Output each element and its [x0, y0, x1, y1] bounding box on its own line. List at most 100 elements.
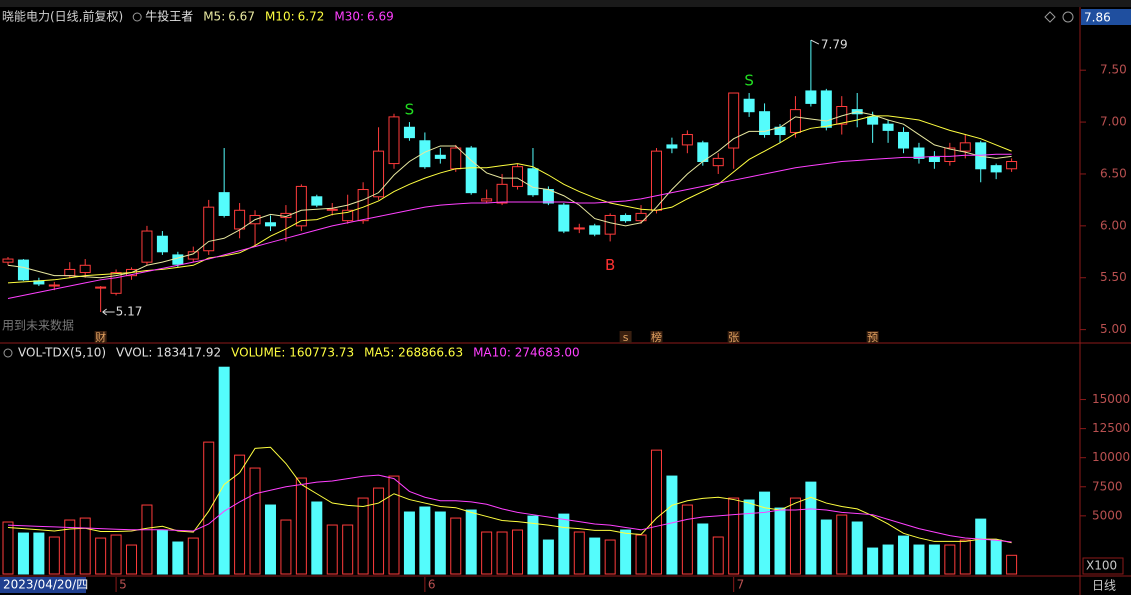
candle-body: [295, 185, 307, 227]
candle-body: [836, 106, 848, 125]
candle-body: [975, 142, 987, 170]
candle-body: [465, 147, 477, 194]
candle-body: [110, 272, 122, 294]
volume-bar: [264, 504, 276, 575]
candle-body: [759, 111, 771, 136]
volume-bar: [573, 531, 585, 575]
volume-bar: [234, 454, 246, 575]
candle-body: [944, 147, 956, 163]
candle-body: [620, 214, 632, 222]
icon[interactable]: [1062, 11, 1074, 23]
candle-body: [789, 109, 801, 133]
candle-body: [589, 225, 601, 235]
candle-body: [403, 126, 415, 139]
ma-line: [7, 474, 1012, 543]
volume-bar: [820, 519, 832, 575]
signal-label: B: [605, 256, 615, 274]
low-pointer: [102, 308, 115, 316]
volume-bar: [342, 524, 354, 575]
ma-line: [7, 111, 1012, 279]
event-marker: 张: [728, 331, 739, 344]
candle-body: [728, 92, 740, 149]
volume-bar: [944, 544, 956, 575]
candle-body: [311, 196, 323, 206]
candle-body: [1006, 161, 1018, 170]
legend-text: VVOL: 183417.92: [116, 346, 221, 360]
volume-bar: [388, 475, 400, 575]
candle-body: [2, 258, 14, 263]
legend-text: MA10: 274683.00: [473, 346, 580, 360]
high-label: 7.79: [821, 38, 848, 52]
volume-bar: [280, 519, 292, 575]
candle-body: [542, 189, 554, 204]
candle-body: [141, 230, 153, 263]
volume-bar: [1006, 554, 1018, 575]
candle-body: [434, 154, 446, 159]
candle-body: [650, 150, 662, 211]
candle-body: [388, 116, 400, 165]
volume-bar: [481, 531, 493, 575]
ma-line: [7, 115, 1012, 284]
volume-bar: [403, 511, 415, 575]
y-tick-label: 5000: [1092, 508, 1123, 522]
candle-body: [527, 168, 539, 196]
candle-body: [867, 116, 879, 125]
volume-bar: [64, 519, 76, 575]
legend-name: M30:: [334, 10, 364, 24]
volume-bar: [79, 517, 91, 575]
candle-body: [95, 286, 107, 289]
volume-bar: [357, 497, 369, 575]
candle-body: [558, 204, 570, 232]
legend-text: 6.67: [228, 10, 255, 24]
volume-bar: [975, 518, 987, 575]
y-tick-label: 7500: [1092, 479, 1123, 493]
volume-bar: [48, 536, 60, 575]
icon[interactable]: [1044, 11, 1056, 23]
volume-bar: [419, 506, 431, 575]
volume-bar: [650, 449, 662, 575]
y-tick-label: 7.50: [1100, 63, 1127, 77]
volume-bar: [589, 537, 601, 575]
candle-body: [172, 254, 184, 265]
candle-body: [898, 131, 910, 149]
candle-body: [805, 90, 817, 104]
candle-body: [326, 208, 338, 211]
candle-body: [820, 90, 832, 128]
candle-body: [666, 144, 678, 149]
candle-body: [512, 166, 524, 187]
y-tick-label: 10000: [1092, 450, 1130, 464]
x-tick-label: 5: [119, 578, 127, 592]
volume-bar: [743, 499, 755, 575]
candle-body: [481, 198, 493, 202]
volume-bar: [898, 535, 910, 575]
x-tick-label: 2023/04/20/四: [3, 578, 88, 592]
candle-body: [264, 222, 276, 227]
icon: [132, 12, 142, 22]
volume-bar: [33, 532, 45, 575]
volume-bar: [558, 513, 570, 575]
legend-text: 牛投王者: [145, 9, 193, 24]
candle-body: [187, 251, 199, 260]
marker-box: [650, 331, 663, 343]
volume-bar: [203, 441, 215, 575]
volume-bar: [928, 544, 940, 575]
candle-body: [156, 235, 168, 253]
legend-name: M5:: [203, 10, 225, 24]
legend-name: M10:: [265, 10, 295, 24]
y-tick-label: 5.00: [1100, 322, 1127, 336]
high-pointer: [810, 39, 820, 45]
volume-bar: [681, 504, 693, 575]
legend-text: 6.69: [367, 10, 394, 24]
period-label[interactable]: 日线: [1092, 579, 1116, 593]
volume-bar: [95, 537, 107, 575]
unit-box: [1082, 557, 1124, 575]
volume-bar: [141, 504, 153, 575]
marker-box: [94, 331, 107, 343]
signal-label: S: [405, 101, 415, 119]
low-label: 5.17: [116, 304, 143, 318]
candle-body: [959, 142, 971, 152]
y-tick-label: 6.50: [1100, 166, 1127, 180]
legend-text: MA5: 268866.63: [364, 346, 463, 360]
volume-bar: [496, 531, 508, 575]
